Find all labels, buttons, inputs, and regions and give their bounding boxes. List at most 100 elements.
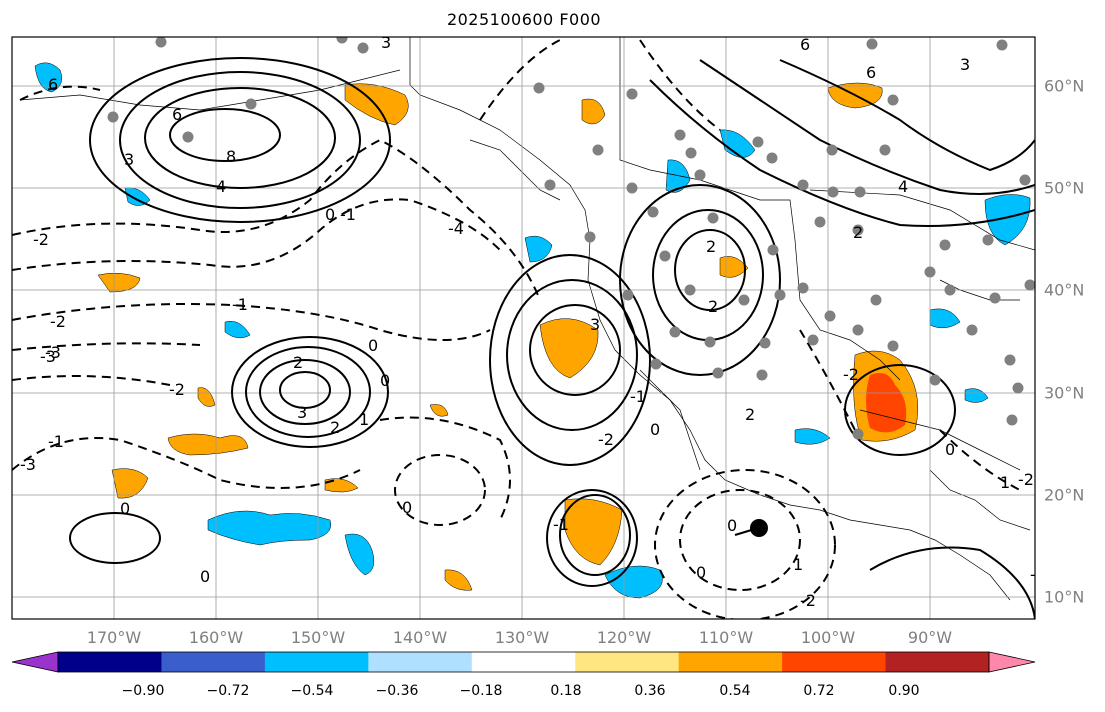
contour-label: 6 [172, 105, 182, 124]
contour-label: 0 [325, 205, 335, 224]
contour-label: 0 [650, 420, 660, 439]
colorbar-tick-label: 0.90 [888, 683, 920, 699]
negative-anomaly-region [604, 565, 663, 599]
colorbar-tick-label: −0.72 [206, 683, 250, 699]
negative-anomaly-region [719, 129, 756, 158]
contour-label: 0 [727, 516, 737, 535]
contour-label: -3 [1030, 565, 1046, 584]
contour-label: 3 [124, 150, 134, 169]
contour-label: -4 [448, 219, 464, 238]
negative-anomaly-region [524, 235, 553, 263]
lat-label: 50°N [1044, 178, 1085, 198]
colorbar-segment [368, 652, 473, 672]
negative-anomaly-region [344, 533, 375, 576]
contour-label: -2 [169, 380, 185, 399]
positive-anomaly-region [111, 468, 149, 499]
contour-label: -2 [843, 365, 859, 384]
contour-label: 4 [898, 177, 908, 196]
contour-label: 1 [793, 555, 803, 574]
contour-label: 1 [1000, 473, 1010, 492]
contour-label: 0 [368, 336, 378, 355]
colorbar-segment [471, 652, 576, 672]
positive-anomaly-region [324, 478, 359, 493]
colorbar-tick-label: −0.18 [459, 683, 503, 699]
positive-anomaly-region [719, 256, 749, 278]
lon-label: 100°W [800, 628, 856, 647]
contour-label: 0 [696, 563, 706, 582]
contour-label: -1 [48, 432, 64, 451]
positive-anomaly-region [564, 498, 623, 566]
colorbar-segment [885, 652, 990, 672]
contour-label: 3 [960, 55, 970, 74]
lat-label: 10°N [1044, 587, 1085, 607]
shaded-regions [34, 62, 1031, 599]
colorbar-segment [575, 652, 680, 672]
negative-anomaly-region [984, 194, 1031, 246]
negative-anomaly-region [207, 510, 332, 546]
map-title: 2025100600 F000 [446, 10, 602, 29]
contour-label: -3 [40, 347, 56, 366]
colorbar-segment [161, 652, 266, 672]
contour-label: 3 [381, 33, 391, 52]
positive-anomaly-region [429, 404, 449, 417]
contour-label: 6 [800, 35, 810, 54]
contour-label: 6 [866, 63, 876, 82]
contour-label: 0 [380, 371, 390, 390]
contour-label: -1 [630, 387, 646, 406]
positive-anomaly-region [539, 318, 599, 379]
colorbar-segment [782, 652, 887, 672]
contour-label: -3 [20, 455, 36, 474]
positive-anomaly-region [444, 569, 473, 591]
colorbar-tick-label: 0.36 [634, 683, 666, 699]
contour-label: 3 [297, 403, 307, 422]
colorbar [11, 651, 1036, 673]
contour-label: -2 [598, 430, 614, 449]
colorbar-tick-label: 0.54 [719, 683, 751, 699]
station-markers [107, 37, 1035, 440]
contour-label: -2 [800, 591, 816, 610]
lon-label: 110°W [698, 628, 754, 647]
colorbar-extend-high [988, 651, 1036, 673]
contour-label: 6 [48, 75, 58, 94]
colorbar-segment [678, 652, 783, 672]
positive-anomaly-region [97, 272, 141, 293]
colorbar-segment [264, 652, 369, 672]
lon-label: 140°W [392, 628, 448, 647]
lon-label: 130°W [494, 628, 550, 647]
contour-label: 0 [200, 567, 210, 586]
map-background [12, 37, 1035, 619]
dashed-contours [12, 39, 1021, 619]
contour-label: 2 [853, 223, 863, 242]
contour-label: 2 [330, 418, 340, 437]
contour-label: 2 [745, 405, 755, 424]
contour-label: 2 [293, 353, 303, 372]
contour-label: -1 [553, 515, 569, 534]
contour-label: 0 [945, 440, 955, 459]
contour-label: -2 [50, 312, 66, 331]
contour-label: 0 [402, 498, 412, 517]
contour-label: 3 [590, 315, 600, 334]
contour-label: 0 [120, 499, 130, 518]
lat-label: 30°N [1044, 383, 1085, 403]
colorbar-tick-label: −0.54 [290, 683, 334, 699]
map-frame [11, 36, 1036, 620]
negative-anomaly-region [964, 388, 989, 403]
contour-label: 8 [226, 147, 236, 166]
positive-anomaly-region [167, 433, 249, 456]
contour-label: 2 [708, 297, 718, 316]
lon-label: 90°W [907, 628, 953, 647]
negative-anomaly-region [34, 62, 62, 93]
negative-anomaly-region [794, 428, 831, 445]
contour-label: 4 [216, 177, 226, 196]
positive-anomaly-region [197, 387, 216, 407]
colorbar-segment [58, 652, 162, 672]
colorbar-segments [11, 651, 1036, 673]
contour-label: 2 [706, 237, 716, 256]
contour-label: 1 [359, 410, 369, 429]
colorbar-tick-label: 0.72 [803, 683, 835, 699]
contour-label: -1 [340, 205, 356, 224]
lon-label: 150°W [290, 628, 346, 647]
lat-label: 40°N [1044, 280, 1085, 300]
